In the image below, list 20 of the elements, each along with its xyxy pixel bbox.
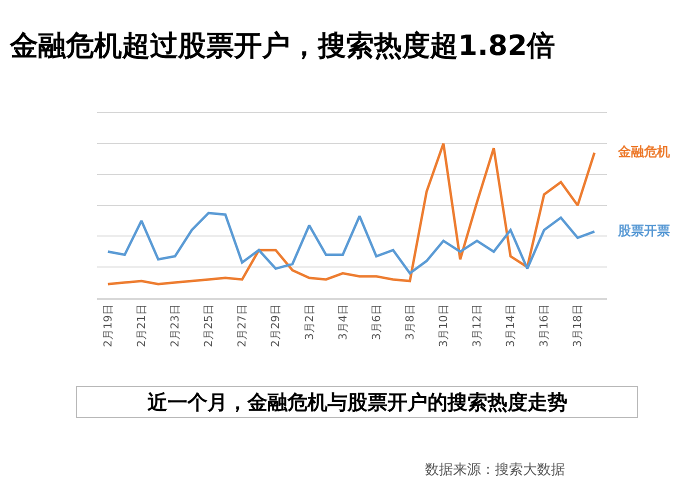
x-tick-label: 3月12日 — [470, 304, 484, 348]
x-tick-label: 2月23日 — [168, 304, 182, 348]
series-label: 金融危机 — [617, 145, 670, 160]
text: 近一个月，金融危机与股票开户的搜索热度走势 — [146, 390, 568, 414]
x-tick-label: 3月2日 — [302, 304, 316, 340]
x-tick-label: 2月21日 — [135, 304, 148, 348]
x-tick-label: 3月8日 — [403, 304, 416, 340]
x-tick-label: 3月10日 — [437, 304, 450, 348]
x-tick-label: 3月16日 — [538, 304, 551, 348]
x-tick-label: 3月4日 — [336, 304, 350, 340]
chart-title: 金融危机超过股票开户，搜索热度超1.82倍 — [9, 28, 556, 62]
source-note: 数据来源：搜索大数据 — [425, 462, 565, 478]
x-tick-label: 2月25日 — [202, 304, 216, 348]
x-tick-label: 3月6日 — [370, 304, 383, 340]
x-tick-label: 2月19日 — [101, 304, 114, 348]
x-tick-label: 2月27日 — [236, 304, 249, 348]
series-label: 股票开票 — [617, 224, 670, 239]
x-tick-label: 3月18日 — [571, 304, 584, 348]
x-tick-label: 3月14日 — [504, 304, 518, 348]
x-tick-label: 2月29日 — [269, 304, 282, 348]
